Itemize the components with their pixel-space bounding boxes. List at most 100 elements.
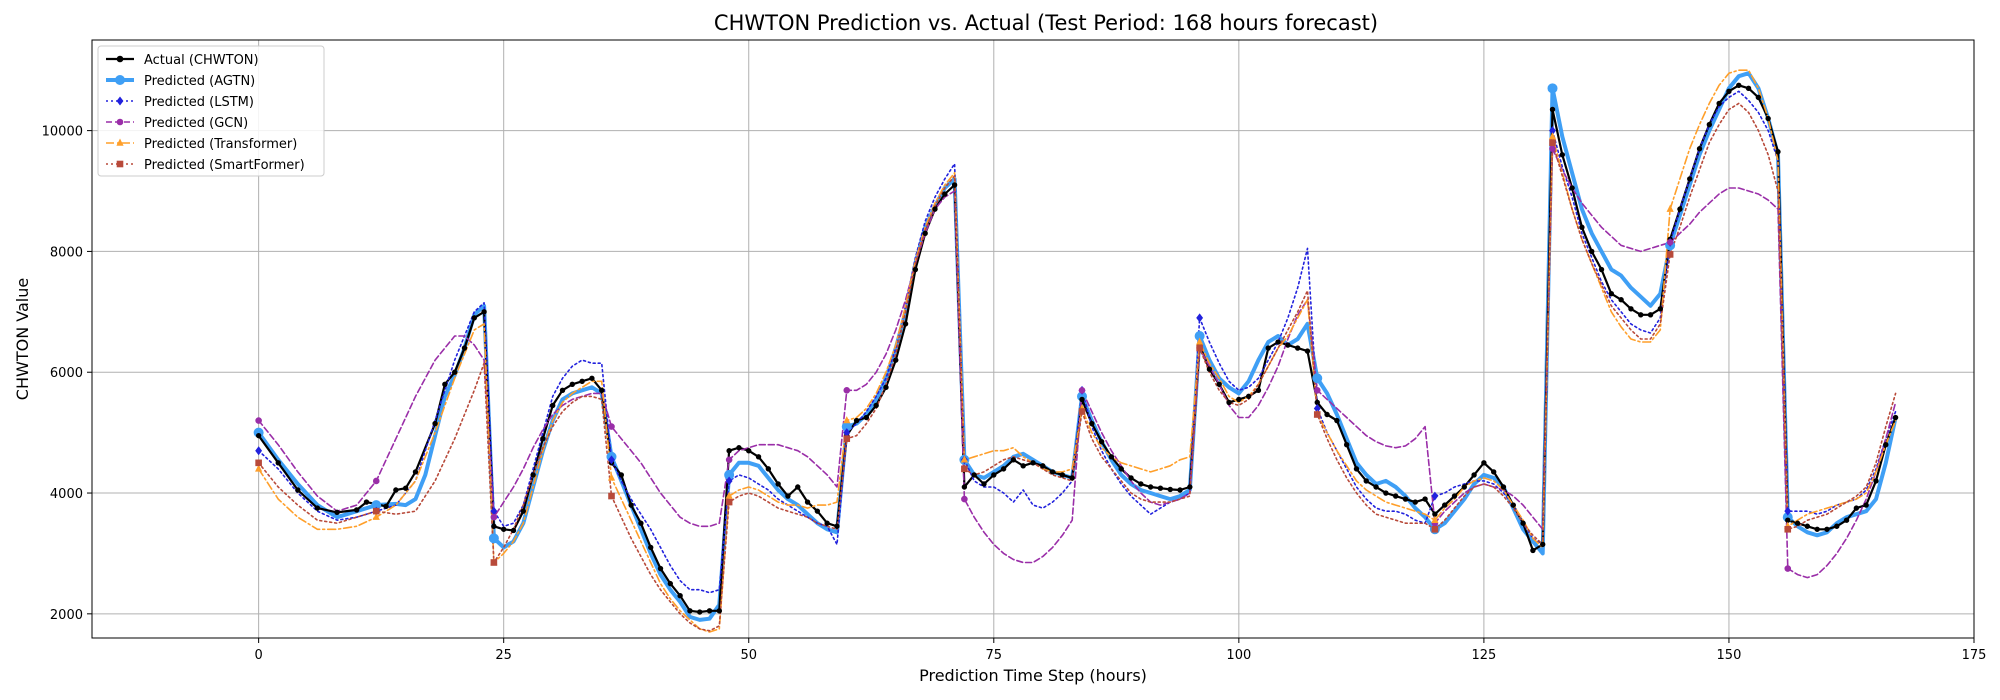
data-marker xyxy=(1206,366,1213,372)
data-marker xyxy=(961,495,968,503)
data-marker xyxy=(1226,399,1232,406)
data-marker xyxy=(530,472,536,478)
data-marker xyxy=(255,417,262,424)
data-marker xyxy=(1108,454,1115,460)
data-marker xyxy=(961,465,968,473)
data-marker xyxy=(1618,297,1624,303)
data-marker xyxy=(255,459,262,467)
data-marker xyxy=(843,435,851,442)
data-marker xyxy=(1726,88,1732,95)
data-marker xyxy=(775,481,781,487)
x-tick-label: 75 xyxy=(986,648,1003,663)
data-marker xyxy=(255,432,262,439)
data-marker xyxy=(1128,475,1134,481)
data-marker xyxy=(1118,466,1124,472)
data-marker xyxy=(500,526,507,532)
data-marker xyxy=(115,75,125,85)
legend-label: Actual (CHWTON) xyxy=(144,53,259,68)
data-marker xyxy=(1549,145,1556,153)
data-marker xyxy=(843,416,851,424)
data-marker xyxy=(540,435,546,442)
data-marker xyxy=(1853,505,1860,511)
data-marker xyxy=(1883,442,1889,448)
data-marker xyxy=(1481,460,1487,466)
data-marker xyxy=(1547,83,1558,94)
x-tick-label: 50 xyxy=(740,648,757,663)
data-marker xyxy=(383,503,389,510)
data-marker xyxy=(1657,306,1664,312)
data-marker xyxy=(1863,502,1869,508)
data-marker xyxy=(912,266,919,273)
data-marker xyxy=(725,456,733,464)
data-marker xyxy=(951,182,958,188)
data-marker xyxy=(1530,547,1536,554)
data-marker xyxy=(1666,204,1674,212)
x-axis-label: Prediction Time Step (hours) xyxy=(919,666,1147,685)
x-tick-label: 175 xyxy=(1962,648,1987,663)
data-marker xyxy=(893,357,899,363)
x-tick-label: 25 xyxy=(495,648,512,663)
data-marker xyxy=(1696,146,1703,152)
legend-box xyxy=(97,45,325,177)
data-marker xyxy=(1138,481,1144,487)
data-marker xyxy=(716,608,723,614)
data-marker xyxy=(1843,517,1850,523)
data-marker xyxy=(814,508,821,514)
data-marker xyxy=(726,448,732,454)
data-marker xyxy=(1343,442,1350,448)
data-marker xyxy=(1540,541,1546,548)
data-marker xyxy=(883,384,889,391)
data-marker xyxy=(1666,251,1674,258)
data-marker xyxy=(116,118,124,126)
data-marker xyxy=(960,455,968,463)
data-marker xyxy=(1089,420,1095,427)
data-marker xyxy=(1324,411,1330,418)
data-marker xyxy=(1736,82,1742,89)
data-marker xyxy=(607,473,616,481)
data-marker xyxy=(432,420,438,427)
legend-item: Predicted (GCN) xyxy=(106,116,248,131)
plot-frame xyxy=(91,39,1975,639)
data-marker xyxy=(1755,94,1762,101)
data-marker xyxy=(1078,408,1086,415)
data-marker xyxy=(412,469,419,475)
series-line xyxy=(257,102,1897,632)
x-tick-label: 125 xyxy=(1471,648,1496,663)
data-marker xyxy=(697,609,703,615)
marker-group xyxy=(253,82,1899,615)
data-marker xyxy=(1245,393,1252,400)
data-marker xyxy=(1647,312,1654,318)
data-marker xyxy=(1589,248,1595,255)
data-marker xyxy=(1196,313,1204,323)
data-marker xyxy=(687,608,693,614)
data-marker xyxy=(834,523,840,529)
data-marker xyxy=(353,507,360,513)
data-marker xyxy=(922,230,928,236)
data-marker xyxy=(1794,520,1801,526)
grid xyxy=(92,40,1975,638)
data-marker xyxy=(1313,387,1321,394)
data-marker xyxy=(1745,85,1752,92)
x-tick-label: 100 xyxy=(1226,648,1251,663)
data-marker xyxy=(1716,100,1722,107)
data-marker xyxy=(1441,502,1448,508)
y-tick-label: 6000 xyxy=(50,366,83,381)
data-marker xyxy=(295,487,301,493)
data-marker xyxy=(657,565,664,572)
legend-label: Predicted (LSTM) xyxy=(144,95,254,110)
data-marker xyxy=(1312,373,1323,384)
legend-item: Actual (CHWTON) xyxy=(106,53,259,68)
data-marker xyxy=(1010,457,1017,463)
y-axis: 2000 4000 6000 8000 10000 xyxy=(42,125,92,623)
data-marker xyxy=(255,464,263,472)
data-marker xyxy=(795,484,801,490)
data-marker xyxy=(1265,345,1271,351)
data-marker xyxy=(559,387,566,394)
data-marker xyxy=(981,481,987,487)
data-marker xyxy=(372,507,380,515)
data-marker xyxy=(1579,224,1585,230)
data-marker xyxy=(667,580,674,587)
data-marker xyxy=(451,369,458,375)
data-marker xyxy=(863,414,870,421)
data-marker xyxy=(1353,466,1360,472)
